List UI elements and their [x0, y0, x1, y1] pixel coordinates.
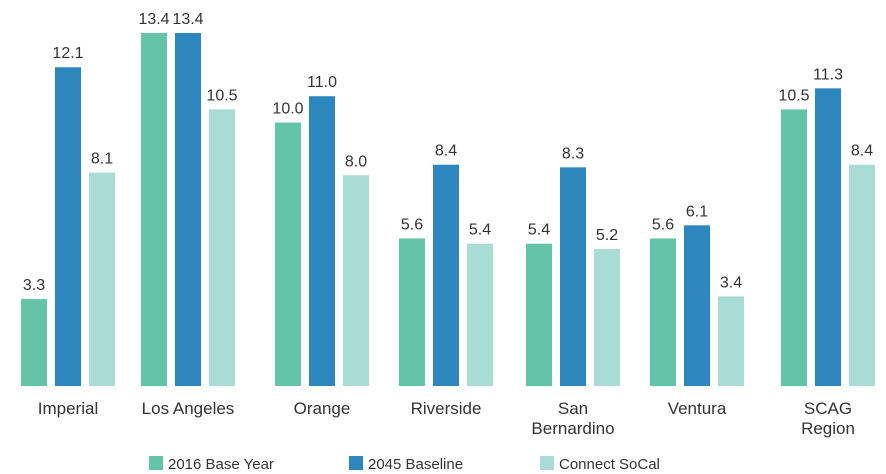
value-label-0-1: 12.1 [52, 45, 83, 62]
bar-1-2 [209, 109, 235, 387]
value-label-3-1: 8.4 [435, 143, 457, 160]
legend-label-2: Connect SoCal [559, 456, 660, 473]
legend-label-0: 2016 Base Year [168, 456, 274, 473]
value-label-0-0: 3.3 [23, 277, 45, 294]
value-label-5-1: 6.1 [686, 203, 708, 220]
bar-6-0 [781, 109, 807, 387]
category-labels-layer: Imperial Los Angeles Orange Riverside San Ber… [38, 399, 855, 438]
legend-swatch-0 [149, 456, 163, 470]
category-label-0: Imperial [38, 399, 98, 418]
bars-layer [21, 33, 875, 387]
value-labels-layer: 3.3 12.1 8.1 13.4 13.4 10.5 10.011.0 8.0 5.6 8.4 5… [23, 11, 873, 294]
bar-0-0 [21, 299, 47, 386]
legend-swatch-1 [349, 456, 363, 470]
value-label-1-0: 13.4 [138, 11, 169, 28]
value-label-3-2: 5.4 [469, 222, 491, 239]
value-label-6-1: 11.3 [813, 66, 843, 83]
bar-2-2 [343, 175, 369, 386]
bar-6-1 [815, 88, 841, 386]
bar-5-0 [650, 238, 676, 386]
value-label-4-1: 8.3 [562, 145, 584, 162]
bar-4-2 [594, 249, 620, 386]
category-label-1: Los Angeles [142, 399, 235, 418]
value-label-5-0: 5.6 [652, 216, 674, 233]
bar-4-0 [526, 243, 552, 386]
bar-0-1 [55, 67, 81, 386]
value-label-5-2: 3.4 [720, 274, 742, 291]
value-label-3-0: 5.6 [401, 216, 423, 233]
legend-swatch-2 [540, 456, 554, 470]
bar-6-2 [849, 164, 875, 386]
bar-1-1 [175, 33, 201, 386]
value-label-2-1: 11.0 [307, 74, 337, 91]
value-label-2-2: 8.0 [345, 153, 367, 170]
legend: 2016 Base Year 2045 Baseline Connect SoCal [149, 456, 660, 473]
category-label-5: Ventura [668, 399, 727, 418]
bar-3-1 [433, 164, 459, 386]
value-label-6-0: 10.5 [778, 87, 809, 104]
value-label-6-2: 8.4 [851, 143, 873, 160]
value-label-1-1: 13.4 [172, 11, 203, 28]
value-label-4-2: 5.2 [596, 227, 618, 244]
bar-4-1 [560, 167, 586, 386]
bar-5-1 [684, 225, 710, 386]
value-label-1-2: 10.5 [206, 87, 237, 104]
bar-3-2 [467, 243, 493, 386]
bar-3-0 [399, 238, 425, 386]
value-label-0-2: 8.1 [91, 151, 113, 168]
legend-label-1: 2045 Baseline [368, 456, 463, 473]
category-label-2: Orange [294, 399, 351, 418]
category-label-6: SCAG Region [801, 399, 855, 438]
bar-5-2 [718, 296, 744, 386]
category-label-3: Riverside [411, 399, 482, 418]
category-label-4: San Bernardino [531, 399, 614, 438]
bar-2-1 [309, 96, 335, 386]
bar-1-0 [141, 33, 167, 386]
value-label-2-0: 10.0 [272, 101, 303, 118]
bar-0-2 [89, 172, 115, 386]
value-label-4-0: 5.4 [528, 222, 550, 239]
bar-2-0 [275, 122, 301, 386]
